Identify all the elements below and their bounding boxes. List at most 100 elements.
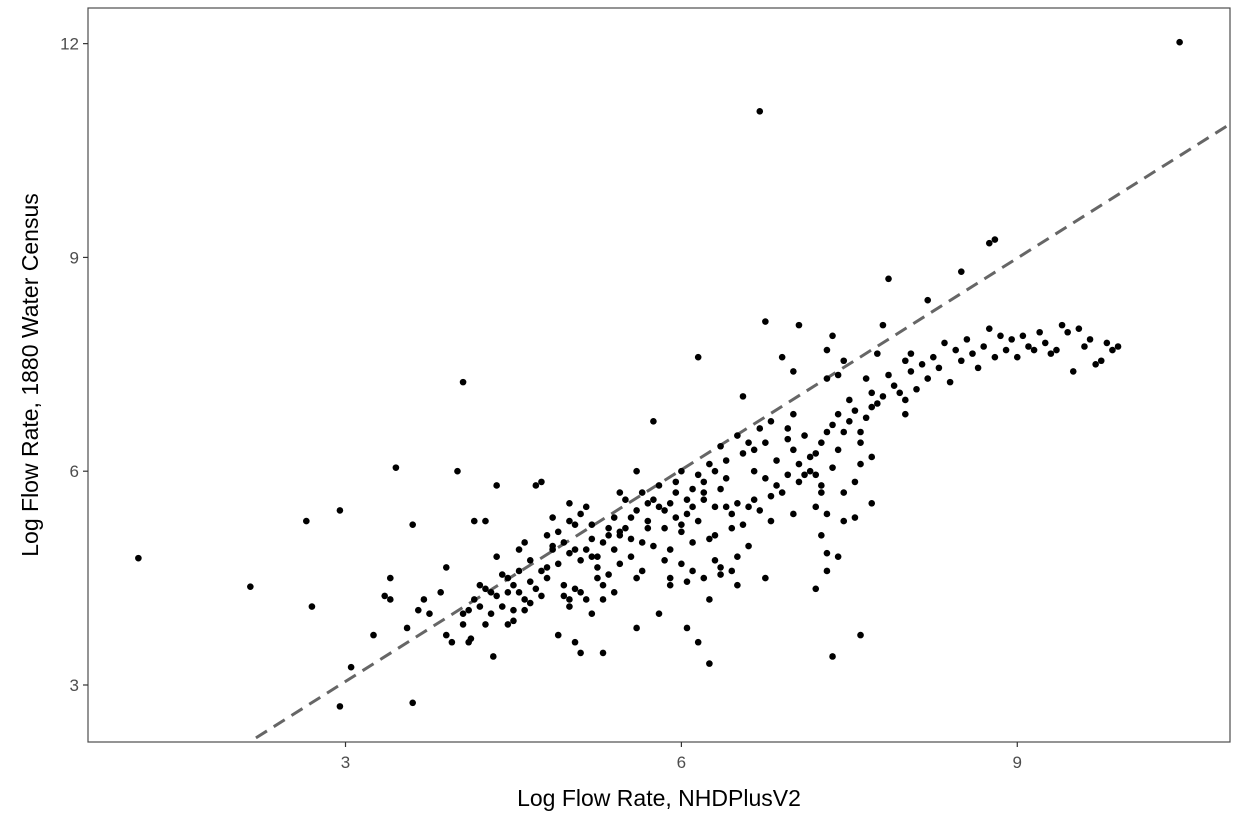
data-point bbox=[728, 567, 736, 575]
data-point bbox=[734, 581, 741, 589]
data-point bbox=[834, 446, 842, 454]
data-point bbox=[985, 239, 993, 247]
data-point bbox=[739, 450, 747, 457]
data-point bbox=[442, 631, 450, 639]
data-point bbox=[1103, 339, 1111, 347]
data-point bbox=[661, 524, 668, 532]
x-axis-title: Log Flow Rate, NHDPlusV2 bbox=[517, 785, 801, 811]
data-point bbox=[633, 467, 640, 475]
data-point bbox=[459, 610, 467, 618]
data-point bbox=[946, 378, 954, 386]
data-point bbox=[510, 617, 517, 625]
data-point bbox=[706, 535, 713, 543]
data-point bbox=[1176, 38, 1183, 46]
x-axis: 3 6 9 bbox=[341, 742, 1022, 772]
data-point bbox=[840, 489, 848, 496]
data-point bbox=[722, 457, 730, 464]
data-point bbox=[616, 489, 624, 496]
data-point bbox=[879, 393, 887, 400]
data-point bbox=[470, 517, 478, 525]
data-point bbox=[498, 603, 506, 610]
data-point bbox=[812, 585, 820, 593]
data-point bbox=[762, 439, 769, 446]
data-point bbox=[1025, 343, 1032, 350]
data-point bbox=[420, 596, 428, 603]
data-point bbox=[532, 482, 540, 489]
data-point bbox=[683, 510, 691, 518]
data-point bbox=[521, 539, 528, 546]
data-point bbox=[655, 503, 663, 511]
data-point bbox=[554, 528, 562, 536]
data-point bbox=[594, 553, 601, 561]
data-point bbox=[504, 621, 512, 628]
data-point bbox=[510, 581, 517, 589]
data-point bbox=[750, 496, 758, 504]
data-point bbox=[734, 553, 741, 561]
data-point bbox=[868, 403, 876, 411]
data-point bbox=[515, 546, 523, 553]
data-point bbox=[778, 353, 786, 361]
data-point bbox=[812, 503, 820, 511]
data-point bbox=[874, 400, 881, 407]
data-point bbox=[582, 503, 590, 511]
data-point bbox=[728, 524, 736, 532]
data-point bbox=[610, 589, 618, 596]
data-point bbox=[739, 393, 747, 400]
data-point bbox=[571, 546, 579, 553]
data-point bbox=[414, 606, 422, 614]
data-point bbox=[974, 364, 982, 372]
data-point bbox=[655, 610, 663, 618]
data-point bbox=[510, 606, 517, 614]
data-point bbox=[454, 467, 461, 475]
y-tick-label: 6 bbox=[70, 462, 79, 481]
data-point bbox=[711, 467, 719, 475]
data-point bbox=[538, 478, 545, 486]
data-point bbox=[588, 535, 596, 543]
data-point bbox=[493, 592, 500, 600]
data-point bbox=[840, 357, 848, 365]
data-point bbox=[566, 549, 573, 557]
data-point bbox=[336, 703, 344, 710]
data-point bbox=[885, 275, 892, 283]
data-point bbox=[386, 596, 394, 603]
data-point bbox=[683, 496, 691, 504]
data-point bbox=[818, 439, 825, 446]
data-point bbox=[672, 478, 680, 486]
data-point bbox=[879, 321, 887, 329]
data-point bbox=[874, 350, 881, 357]
data-point bbox=[678, 467, 685, 475]
data-point bbox=[700, 489, 708, 496]
data-point bbox=[840, 428, 848, 436]
data-point bbox=[594, 574, 601, 582]
data-point bbox=[577, 556, 584, 564]
data-point bbox=[638, 489, 646, 496]
data-point bbox=[526, 599, 534, 607]
data-point bbox=[985, 325, 993, 332]
data-point bbox=[247, 583, 254, 590]
data-point bbox=[896, 389, 904, 397]
data-point bbox=[465, 606, 472, 614]
data-point bbox=[459, 378, 467, 386]
data-point bbox=[426, 610, 433, 618]
data-point bbox=[711, 532, 719, 539]
data-point bbox=[980, 343, 987, 350]
data-point bbox=[711, 503, 719, 511]
data-point bbox=[135, 554, 142, 562]
data-point bbox=[745, 503, 752, 511]
data-point bbox=[582, 596, 590, 603]
data-point bbox=[851, 478, 859, 486]
data-point bbox=[605, 571, 612, 578]
data-point bbox=[834, 410, 842, 418]
data-point bbox=[773, 482, 780, 489]
data-point bbox=[571, 521, 579, 528]
data-point bbox=[762, 574, 769, 582]
data-point bbox=[935, 364, 943, 372]
data-point bbox=[890, 382, 898, 389]
data-point bbox=[633, 507, 640, 514]
data-point bbox=[392, 464, 400, 471]
data-point bbox=[403, 624, 411, 632]
data-point bbox=[1064, 328, 1071, 336]
data-point bbox=[829, 653, 836, 660]
data-point bbox=[526, 556, 534, 564]
